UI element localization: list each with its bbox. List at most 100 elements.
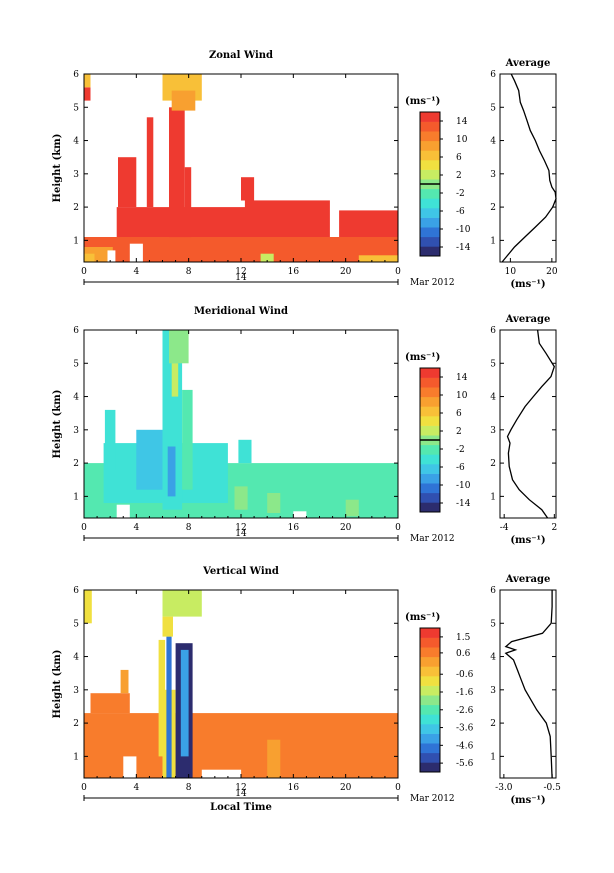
profile-y-tick-label: 3: [490, 170, 496, 180]
data-cell-14: [293, 511, 307, 518]
x-tick-label: 4: [133, 783, 139, 793]
average-profile: Average 1 2 3 4 5 6 10 20(ms⁻¹): [490, 58, 558, 290]
colorbar-tick-label: -4.6: [456, 741, 474, 751]
colorbar-swatch: [420, 416, 440, 426]
colorbar-swatch: [420, 208, 440, 218]
x-tick-label: 20: [340, 523, 352, 533]
day-label: 14: [235, 273, 247, 283]
colorbar-tick-label: 10: [456, 135, 468, 145]
colorbar-swatch: [420, 227, 440, 238]
colorbar-swatch: [420, 628, 440, 638]
data-cell-7: [184, 167, 192, 238]
colorbar-swatch: [420, 656, 440, 667]
profile-x-tick-label: -4: [500, 523, 509, 533]
day-label: 14: [235, 529, 247, 539]
colorbar-swatch: [420, 464, 440, 474]
colorbar-tick-label: -2: [456, 445, 465, 455]
colorbar-swatch: [420, 454, 440, 465]
y-axis-label: Height (km): [52, 390, 63, 459]
data-cell-4: [166, 636, 172, 778]
x-tick-label: 8: [186, 523, 192, 533]
y-tick-label: 4: [73, 137, 79, 147]
colorbar-tick-label: -2.6: [456, 706, 474, 716]
y-tick-label: 2: [73, 459, 79, 469]
date-label: Mar 2012: [410, 794, 455, 804]
colorbar: 14 10 6 2 -2 -6 -10 -14 (ms⁻¹): [405, 352, 471, 513]
colorbar-swatch: [420, 704, 440, 715]
colorbar-swatch: [420, 733, 440, 744]
y-tick-label: 6: [73, 586, 79, 596]
data-cell-16: [129, 243, 143, 262]
colorbar-swatch: [420, 743, 440, 754]
y-tick-label: 4: [73, 393, 79, 403]
y-tick-label: 6: [73, 70, 79, 80]
panel-title: Meridional Wind: [194, 306, 288, 317]
y-tick-label: 3: [73, 426, 79, 436]
colorbar-swatch: [420, 368, 440, 378]
colorbar-swatch: [420, 112, 440, 122]
data-cell-6: [167, 446, 176, 497]
data-cell-13: [123, 756, 137, 778]
colorbar-tick-label: -0.6: [456, 670, 474, 680]
data-cell-2: [84, 253, 95, 262]
colorbar-unit: (ms⁻¹): [405, 612, 440, 623]
day-label: 14: [235, 789, 247, 799]
profile-y-tick-label: 6: [490, 70, 496, 80]
colorbar-swatch: [420, 131, 440, 142]
data-cell-6: [180, 649, 189, 757]
profile-frame: [499, 73, 557, 263]
colorbar-tick-label: 2: [456, 171, 462, 181]
x-tick-label: 4: [133, 523, 139, 533]
x-tick-label: 16: [288, 267, 300, 277]
data-cell-13: [116, 504, 130, 518]
colorbar-tick-label: -5.6: [456, 759, 474, 769]
heatmap-field: [84, 74, 399, 262]
profile-x-tick-label: -3.0: [495, 783, 513, 793]
y-tick-label: 3: [73, 686, 79, 696]
y-tick-label: 1: [73, 752, 79, 762]
profile-y-tick-label: 1: [490, 492, 496, 502]
data-cell-14: [84, 74, 91, 88]
y-axis-label: Height (km): [52, 134, 63, 203]
y-tick-label: 5: [73, 359, 79, 369]
colorbar-swatch: [420, 724, 440, 734]
x-tick-label: 8: [186, 783, 192, 793]
colorbar-swatch: [420, 647, 440, 658]
average-profile: Average 1 2 3 4 5 6 -3.0 -0.5 (ms⁻¹): [490, 574, 561, 806]
colorbar-swatch: [420, 198, 440, 209]
x-tick-label: 0: [81, 523, 87, 533]
data-cell-17: [260, 253, 274, 262]
profile-y-tick-label: 3: [490, 426, 496, 436]
average-profile: Average 1 2 3 4 5 6 -4 2 (ms⁻¹): [490, 314, 557, 546]
profile-y-tick-label: 3: [490, 686, 496, 696]
colorbar: 14 10 6 2 -2 -6 -10 -14 (ms⁻¹): [405, 96, 471, 257]
colorbar-tick-label: 14: [456, 117, 468, 127]
colorbar-tick-label: -10: [456, 481, 471, 491]
profile-title: Average: [505, 574, 551, 585]
data-cell-2: [120, 669, 129, 694]
date-label: Mar 2012: [410, 534, 455, 544]
data-cell-18: [358, 255, 399, 262]
profile-x-label: (ms⁻¹): [510, 795, 545, 806]
colorbar-swatch: [420, 169, 440, 180]
colorbar-swatch: [420, 377, 440, 388]
panel-title: Vertical Wind: [202, 566, 279, 577]
y-tick-label: 1: [73, 236, 79, 246]
x-tick-label: 16: [288, 523, 300, 533]
colorbar-tick-label: 6: [456, 153, 462, 163]
colorbar-swatch: [420, 637, 440, 648]
colorbar-tick-label: -6: [456, 463, 465, 473]
profile-y-tick-label: 1: [490, 236, 496, 246]
profile-y-tick-label: 4: [490, 393, 496, 403]
profile-line: [506, 329, 556, 519]
colorbar-swatch: [420, 160, 440, 170]
data-cell-12: [201, 769, 242, 778]
data-cell-11: [234, 486, 248, 510]
profile-x-label: (ms⁻¹): [510, 535, 545, 546]
y-tick-label: 5: [73, 103, 79, 113]
data-cell-10: [244, 200, 330, 237]
y-tick-label: 2: [73, 719, 79, 729]
profile-x-tick-label: 10: [505, 267, 517, 277]
data-cell-9: [171, 90, 196, 111]
